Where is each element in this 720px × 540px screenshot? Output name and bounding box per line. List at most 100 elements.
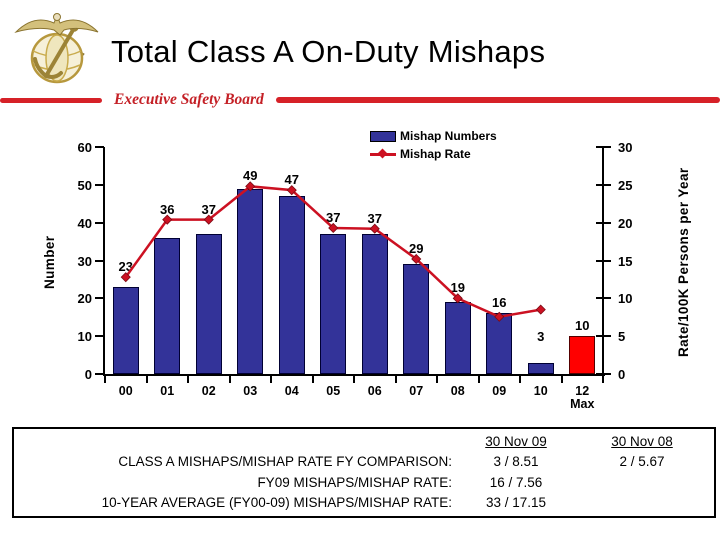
x-axis-tick: [311, 376, 314, 383]
bar-03: [237, 188, 264, 374]
bar-value-label: 49: [243, 168, 258, 184]
row-label: CLASS A MISHAPS/MISHAP RATE FY COMPARISO…: [118, 454, 452, 470]
x-category-label: 12 Max: [570, 384, 595, 411]
x-axis-tick: [477, 376, 480, 383]
bar-value-label: 29: [409, 240, 424, 256]
x-axis-tick: [519, 376, 521, 383]
left-axis-tick-label: 10: [77, 329, 92, 345]
bar-value-label: 37: [326, 209, 341, 225]
legend-item-mishap-numbers: Mishap Numbers: [370, 128, 497, 144]
x-axis-tick: [560, 376, 563, 383]
right-axis-tick-label: 0: [618, 367, 626, 382]
row-value-2: 2 / 5.67: [619, 454, 665, 470]
legend-item-mishap-rate: Mishap Rate: [370, 146, 497, 162]
left-axis-tick-label: 20: [77, 291, 92, 307]
right-axis-tick-label: 15: [618, 253, 633, 269]
x-axis-tick: [353, 376, 355, 383]
bar-value-label: 47: [284, 172, 299, 188]
bar-06: [361, 234, 388, 374]
col-header-30nov08: 30 Nov 08: [611, 434, 673, 450]
legend-label: Mishap Rate: [400, 147, 471, 161]
bar-value-label: 37: [201, 201, 216, 217]
left-axis-title: Number: [42, 235, 57, 290]
left-axis-tick-label: 50: [77, 177, 92, 193]
bar-swatch-icon: [370, 130, 396, 142]
row-value-1: 3 / 8.51: [493, 454, 539, 470]
row-value-2: [574, 474, 710, 492]
row-value-1: 33 / 17.15: [485, 494, 547, 510]
left-axis-tick: [95, 146, 104, 148]
bar-value-label: 16: [492, 295, 507, 311]
right-axis-tick-label: 10: [618, 291, 633, 307]
right-axis-tick: [596, 373, 611, 375]
x-category-label: 05: [326, 384, 341, 398]
left-axis-line: [103, 147, 105, 376]
left-axis-tick: [95, 259, 104, 262]
table-row: CLASS A MISHAPS/MISHAP RATE FY COMPARISO…: [18, 453, 710, 471]
bar-09: [486, 313, 513, 374]
x-category-label: 08: [450, 384, 465, 398]
right-axis-tick: [596, 146, 611, 148]
x-category-label: 02: [201, 384, 216, 398]
divider-left-bar: [0, 97, 102, 103]
slide-title: Total Class A On-Duty Mishaps: [111, 34, 546, 69]
bar-value-label: 10: [575, 318, 590, 334]
header-divider: Executive Safety Board: [0, 89, 720, 111]
right-axis-title: Rate/100K Persons per Year: [676, 167, 691, 357]
left-axis-tick-label: 30: [77, 253, 92, 269]
bar-value-label: 23: [118, 259, 133, 275]
legend-label: Mishap Numbers: [400, 129, 497, 143]
x-category-label: 09: [492, 384, 507, 398]
right-axis-tick: [596, 221, 611, 224]
mishap-comparison-table: 30 Nov 09 30 Nov 08 CLASS A MISHAPS/MISH…: [12, 427, 716, 518]
bar-value-label: 36: [160, 201, 175, 217]
x-category-label: 03: [243, 384, 258, 398]
row-label: 10-YEAR AVERAGE (FY00-09) MISHAPS/MISHAP…: [101, 494, 452, 510]
right-axis-tick-label: 30: [618, 140, 633, 155]
right-axis-tick: [596, 297, 611, 300]
bar-12: [569, 336, 596, 374]
left-axis-tick: [95, 297, 104, 300]
table-header-spacer: [18, 433, 458, 451]
right-axis-tick: [596, 183, 611, 186]
row-label: FY09 MISHAPS/MISHAP RATE:: [257, 474, 452, 490]
right-axis-tick-label: 5: [618, 329, 626, 345]
bar-04: [278, 196, 305, 374]
eagle-globe-anchor-icon: [14, 13, 99, 84]
x-axis-tick: [187, 376, 189, 383]
table-row: FY09 MISHAPS/MISHAP RATE: 16 / 7.56: [18, 474, 710, 492]
x-axis-tick: [436, 376, 438, 383]
row-value-2: [574, 494, 710, 512]
x-category-label: 01: [160, 384, 175, 398]
x-axis-tick: [394, 376, 397, 383]
left-axis-tick: [95, 183, 104, 186]
x-axis-tick: [104, 376, 106, 383]
line-diamond-swatch-icon: [370, 148, 396, 160]
right-axis-tick: [596, 259, 611, 262]
bar-01: [154, 237, 181, 374]
divider-right-bar: [275, 97, 720, 103]
bar-00: [112, 286, 139, 374]
x-category-label: 04: [284, 384, 299, 398]
x-axis-tick: [228, 376, 231, 383]
x-axis-tick: [270, 376, 272, 383]
table-header-row: 30 Nov 09 30 Nov 08: [18, 433, 710, 451]
bar-10: [527, 362, 554, 374]
left-axis-tick-label: 40: [77, 215, 92, 231]
left-axis-tick: [95, 335, 104, 338]
bar-value-label: 19: [450, 280, 465, 296]
left-axis-tick-label: 0: [84, 367, 92, 382]
left-axis-tick: [95, 373, 104, 375]
table-row: 10-YEAR AVERAGE (FY00-09) MISHAPS/MISHAP…: [18, 494, 710, 512]
x-category-label: 06: [367, 384, 382, 398]
chart-legend: Mishap Numbers Mishap Rate: [370, 128, 497, 162]
bar-02: [195, 234, 222, 374]
right-axis-tick-label: 25: [618, 177, 633, 193]
x-axis-tick: [602, 376, 604, 383]
x-category-label: 10: [533, 384, 548, 398]
right-axis-tick: [596, 335, 611, 338]
row-value-1: 16 / 7.56: [489, 474, 543, 490]
left-axis-tick-label: 60: [77, 140, 92, 155]
x-axis-line: [103, 374, 605, 376]
